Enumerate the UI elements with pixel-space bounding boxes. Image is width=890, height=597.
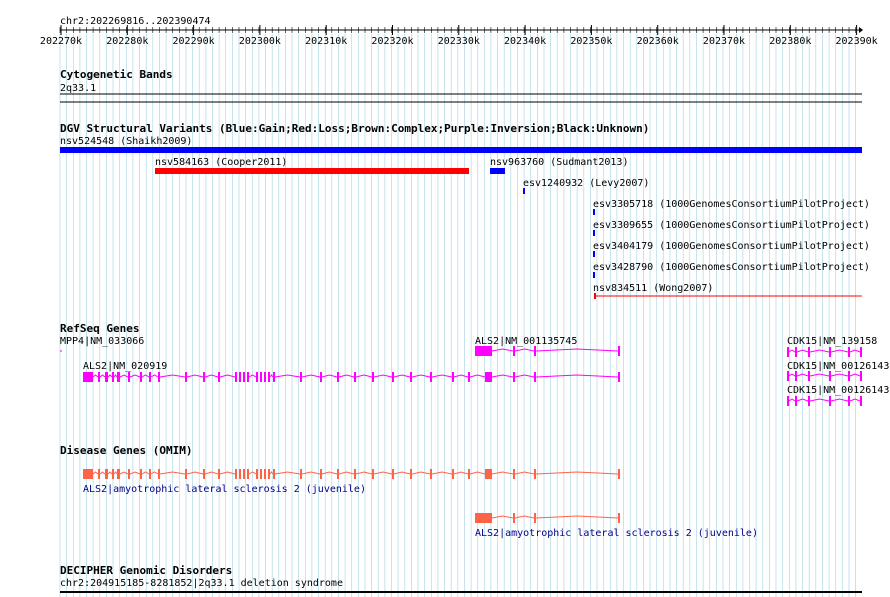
ruler-tick-label: 202350k [570,36,612,47]
omim-track-title[interactable]: Disease Genes (OMIM) [60,444,192,457]
omim-gene-label[interactable]: ALS2|amyotrophic lateral sclerosis 2 (ju… [83,484,366,495]
cdk15-gene-model[interactable] [787,396,862,406]
decipher-track-title[interactable]: DECIPHER Genomic Disorders [60,564,232,577]
dgv-feature-label[interactable]: esv1240932 (Levy2007) [523,178,649,189]
cytoband-label: 2q33.1 [60,83,96,94]
region-label: chr2:202269816..202390474 [60,16,211,27]
dgv-gain-bar[interactable] [593,209,595,215]
dgv-gain-bar[interactable] [490,168,505,174]
ruler-tick-label: 202320k [371,36,413,47]
ruler-tick-label: 202270k [40,36,82,47]
ruler-tick-label: 202340k [504,36,546,47]
cdk15-gene-model[interactable] [787,371,862,381]
omim-gene-label[interactable]: ALS2|amyotrophic lateral sclerosis 2 (ju… [475,528,758,539]
ruler-tick-label: 202380k [769,36,811,47]
als2-short-gene-model[interactable] [475,346,620,356]
cytoband-track-title[interactable]: Cytogenetic Bands [60,68,173,81]
gene-label[interactable]: CDK15|NM_00126143 [787,361,889,372]
dgv-loss-tick [594,293,596,299]
dgv-gain-bar[interactable] [593,230,595,236]
ruler-ticks: 202270k 202280k 202290k 202300k 202310k 20232… [40,25,878,47]
ruler-tick-label: 202370k [703,36,745,47]
dgv-loss-bar[interactable] [155,168,469,174]
gene-label[interactable]: MPP4|NM_033066 [60,336,144,347]
dgv-feature-label[interactable]: nsv524548 (Shaikh2009) [60,136,192,147]
ruler-tick-label: 202280k [106,36,148,47]
refseq-track-title[interactable]: RefSeq Genes [60,322,139,335]
dgv-feature-label[interactable]: nsv584163 (Cooper2011) [155,157,287,168]
cdk15-gene-model[interactable] [787,347,862,357]
ruler-tick-label: 202290k [173,36,215,47]
ruler-tick-label: 202390k [836,36,878,47]
dgv-feature-label[interactable]: esv3309655 (1000GenomesConsortiumPilotPr… [593,220,870,231]
ruler-arrow-icon [859,27,863,33]
dgv-feature-label[interactable]: esv3305718 (1000GenomesConsortiumPilotPr… [593,199,870,210]
dgv-track-title[interactable]: DGV Structural Variants (Blue:Gain;Red:L… [60,122,649,135]
dgv-feature-label[interactable]: esv3404179 (1000GenomesConsortiumPilotPr… [593,241,870,252]
gene-label[interactable]: ALS2|NM_001135745 [475,336,577,347]
grid-lines [59,34,856,597]
dgv-gain-bar[interactable] [523,188,525,194]
gene-label[interactable]: CDK15|NM_00126143 [787,385,889,396]
ruler-tick-label: 202310k [305,36,347,47]
gene-label[interactable]: ALS2|NM_020919 [83,361,167,372]
omim-gene-model[interactable] [83,469,620,479]
dgv-gain-bar[interactable] [60,147,862,153]
als2-long-gene-model[interactable] [83,372,620,382]
dgv-feature-label[interactable]: nsv834511 (Wong2007) [593,283,713,294]
omim-gene-model[interactable] [475,513,620,523]
dgv-gain-bar[interactable] [593,272,595,278]
decipher-entry-label[interactable]: chr2:204915185-8281852|2q33.1 deletion s… [60,578,343,589]
gene-label[interactable]: CDK15|NM_139158 [787,336,877,347]
ruler-tick-label: 202300k [239,36,281,47]
ruler-tick-label: 202360k [637,36,679,47]
dgv-gain-bar[interactable] [593,251,595,257]
dgv-feature-label[interactable]: esv3428790 (1000GenomesConsortiumPilotPr… [593,262,870,273]
dgv-feature-label[interactable]: nsv963760 (Sudmant2013) [490,157,628,168]
ruler-tick-label: 202330k [438,36,480,47]
